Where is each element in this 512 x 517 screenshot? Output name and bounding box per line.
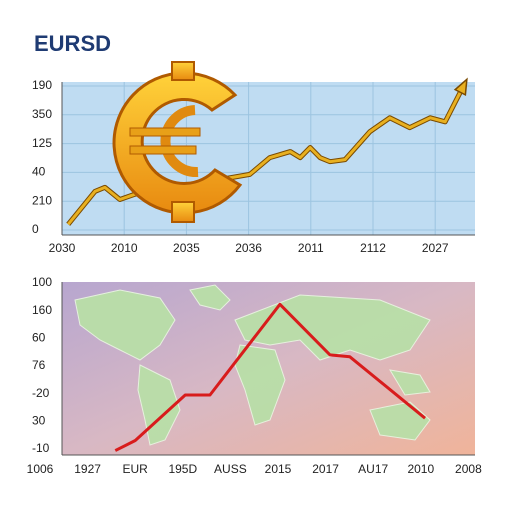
world-map — [74, 284, 431, 446]
x-tick-label: 195D — [168, 462, 197, 476]
y-tick-label: 190 — [32, 78, 52, 92]
x-tick-label: 1006 — [27, 462, 54, 476]
x-tick-label: 2015 — [265, 462, 292, 476]
x-tick-label: 2035 — [173, 241, 200, 255]
line — [114, 302, 426, 452]
x-tick-label: 2010 — [407, 462, 434, 476]
x-tick-label: 2008 — [455, 462, 482, 476]
x-tick-label: 2027 — [422, 241, 449, 255]
y-tick-label: 350 — [32, 107, 52, 121]
x-tick-label: 2011 — [298, 241, 324, 255]
x-tick-label: 1927 — [74, 462, 101, 476]
x-tick-label: 2017 — [312, 462, 339, 476]
arrow-head — [453, 77, 468, 97]
x-tick-label: 2112 — [360, 241, 386, 255]
x-tick-label: AU17 — [358, 462, 388, 476]
y-tick-label: -20 — [32, 386, 50, 400]
y-tick-label: 125 — [32, 136, 52, 150]
x-tick-label: 2030 — [49, 241, 76, 255]
y-tick-label: 210 — [32, 193, 52, 207]
euro-symbol — [112, 61, 243, 223]
x-tick-label: 2010 — [111, 241, 138, 255]
y-tick-label: 60 — [32, 331, 46, 345]
y-tick-label: 76 — [32, 358, 46, 372]
chart-title: EURSD — [34, 31, 111, 56]
y-tick-label: -10 — [32, 441, 50, 455]
y-tick-label: 0 — [32, 222, 39, 236]
y-tick-label: 100 — [32, 275, 52, 289]
y-tick-label: 40 — [32, 165, 46, 179]
x-tick-label: EUR — [123, 462, 149, 476]
line — [67, 82, 467, 226]
y-tick-label: 30 — [32, 414, 46, 428]
x-tick-label: AUSS — [214, 462, 247, 476]
x-tick-label: 2036 — [235, 241, 262, 255]
y-tick-label: 160 — [32, 303, 52, 317]
